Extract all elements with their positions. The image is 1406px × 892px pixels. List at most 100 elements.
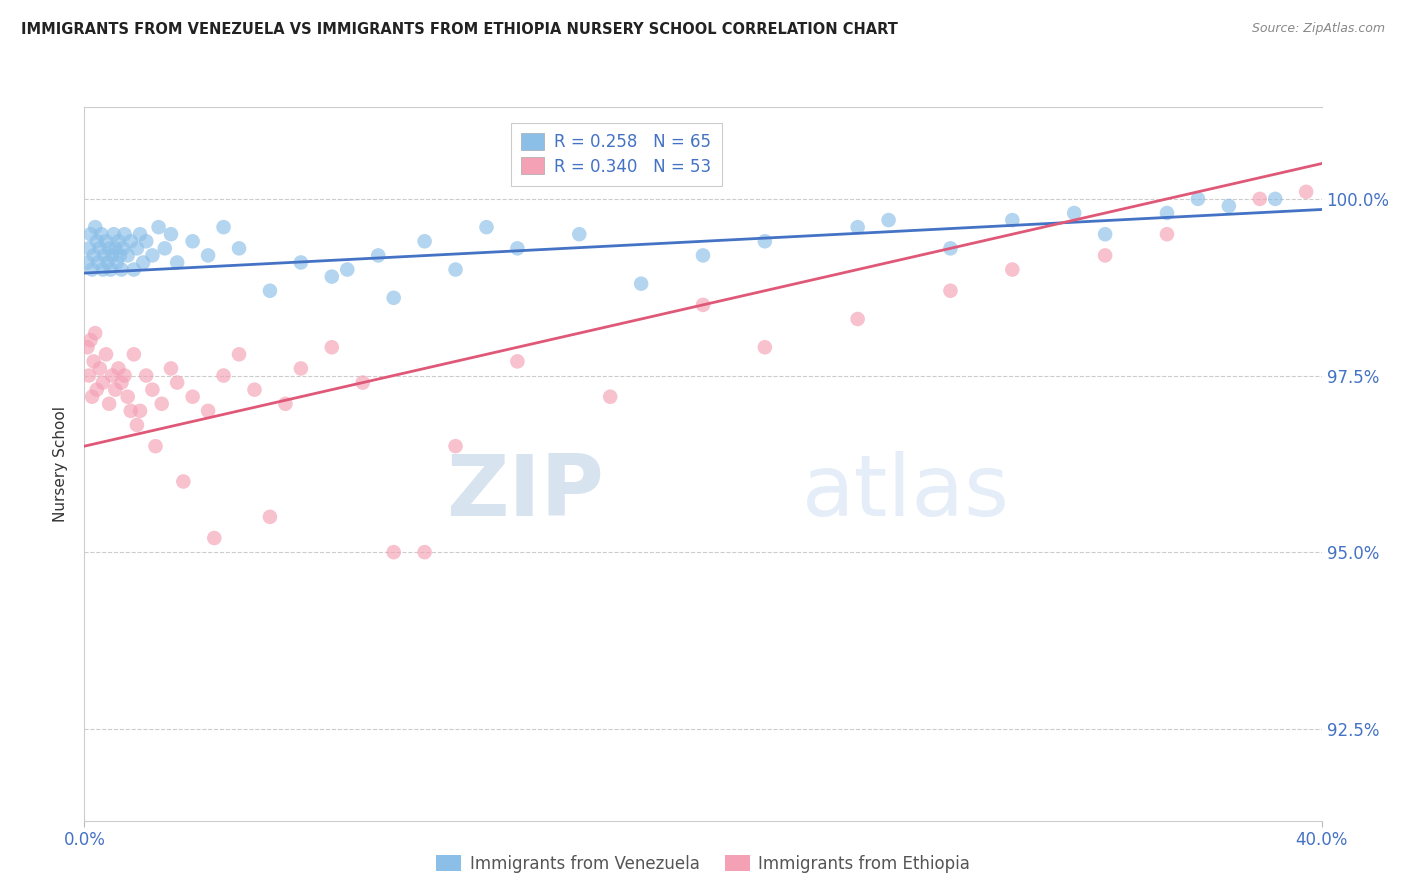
Point <box>117 390 139 404</box>
Point <box>259 284 281 298</box>
Point <box>79 227 101 242</box>
Point <box>1156 206 1178 220</box>
Point <box>1156 227 1178 242</box>
Point <box>166 255 188 269</box>
Legend: Immigrants from Venezuela, Immigrants from Ethiopia: Immigrants from Venezuela, Immigrants fr… <box>430 848 976 880</box>
Point <box>274 397 297 411</box>
Point <box>101 368 124 383</box>
Point <box>599 390 621 404</box>
Point <box>1295 185 1317 199</box>
Point <box>1094 248 1116 262</box>
Point <box>84 220 107 235</box>
Point <box>132 255 155 269</box>
Point <box>83 248 105 262</box>
Point <box>83 354 105 368</box>
Point <box>114 227 136 242</box>
Point <box>243 383 266 397</box>
Point <box>1063 206 1085 220</box>
Point <box>98 397 121 411</box>
Point <box>1218 199 1240 213</box>
Point <box>1249 192 1271 206</box>
Point <box>754 234 776 248</box>
Point <box>212 220 235 235</box>
Point <box>336 262 359 277</box>
Point <box>290 255 312 269</box>
Point <box>94 234 117 248</box>
Point <box>86 383 108 397</box>
Point <box>568 227 591 242</box>
Point <box>153 241 176 255</box>
Point <box>197 404 219 418</box>
Point <box>413 545 436 559</box>
Point <box>84 326 107 340</box>
Point <box>1264 192 1286 206</box>
Point <box>117 248 139 262</box>
Point <box>91 262 114 277</box>
Point <box>939 284 962 298</box>
Point <box>125 417 148 432</box>
Point <box>145 439 167 453</box>
Point <box>89 361 111 376</box>
Point <box>101 248 124 262</box>
Point <box>135 234 157 248</box>
Point <box>82 390 104 404</box>
Point <box>97 255 120 269</box>
Point <box>754 340 776 354</box>
Point <box>98 241 121 255</box>
Point <box>290 361 312 376</box>
Y-axis label: Nursery School: Nursery School <box>53 406 69 522</box>
Point <box>150 397 173 411</box>
Point <box>76 255 98 269</box>
Point <box>89 241 111 255</box>
Text: Source: ZipAtlas.com: Source: ZipAtlas.com <box>1251 22 1385 36</box>
Point <box>141 248 163 262</box>
Point <box>506 354 529 368</box>
Point <box>382 291 405 305</box>
Point <box>122 347 145 361</box>
Point <box>110 376 132 390</box>
Point <box>112 241 135 255</box>
Point <box>197 248 219 262</box>
Point <box>103 227 125 242</box>
Point <box>104 241 127 255</box>
Point <box>367 248 389 262</box>
Point <box>100 262 122 277</box>
Point <box>692 298 714 312</box>
Point <box>321 269 343 284</box>
Point <box>877 213 900 227</box>
Point <box>413 234 436 248</box>
Point <box>160 227 183 242</box>
Point <box>475 220 498 235</box>
Point <box>122 262 145 277</box>
Point <box>444 262 467 277</box>
Point <box>91 376 114 390</box>
Point <box>82 262 104 277</box>
Point <box>692 248 714 262</box>
Point <box>104 383 127 397</box>
Point <box>1001 213 1024 227</box>
Point <box>352 376 374 390</box>
Text: IMMIGRANTS FROM VENEZUELA VS IMMIGRANTS FROM ETHIOPIA NURSERY SCHOOL CORRELATION: IMMIGRANTS FROM VENEZUELA VS IMMIGRANTS … <box>21 22 898 37</box>
Point <box>228 347 250 361</box>
Point <box>181 234 204 248</box>
Point <box>76 340 98 354</box>
Point <box>94 347 117 361</box>
Legend: R = 0.258   N = 65, R = 0.340   N = 53: R = 0.258 N = 65, R = 0.340 N = 53 <box>512 122 721 186</box>
Point <box>1001 262 1024 277</box>
Point <box>110 262 132 277</box>
Point <box>79 333 101 347</box>
Point <box>160 361 183 376</box>
Point <box>172 475 194 489</box>
Point <box>114 368 136 383</box>
Point <box>1094 227 1116 242</box>
Point <box>939 241 962 255</box>
Text: ZIP: ZIP <box>446 450 605 534</box>
Point <box>125 241 148 255</box>
Point <box>120 234 142 248</box>
Point <box>77 241 100 255</box>
Point <box>630 277 652 291</box>
Point <box>1187 192 1209 206</box>
Point <box>120 404 142 418</box>
Point <box>86 234 108 248</box>
Point <box>129 404 152 418</box>
